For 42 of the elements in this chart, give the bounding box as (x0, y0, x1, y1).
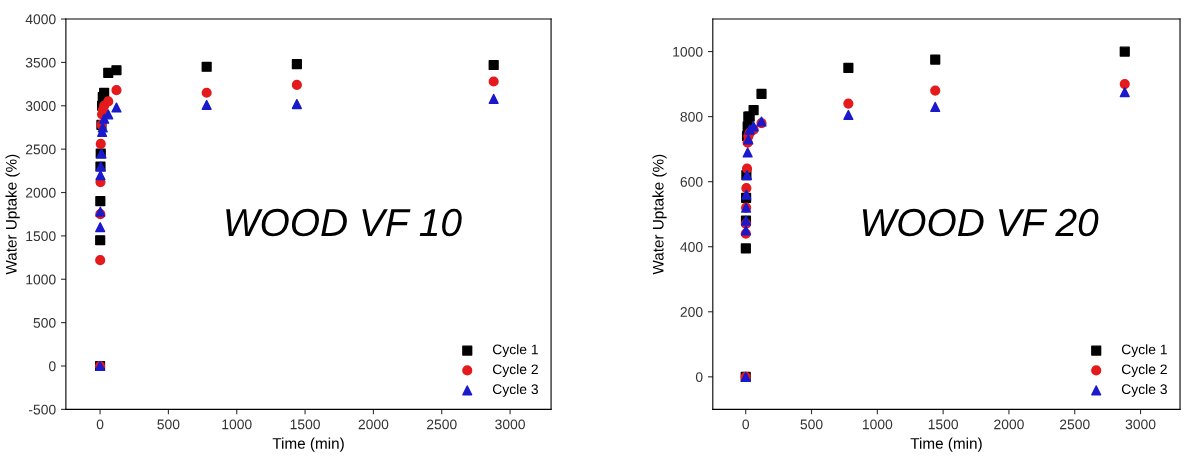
y-tick-label: 0 (48, 361, 56, 372)
x-tick-label: 0 (742, 419, 750, 430)
x-tick-label: 3000 (495, 419, 525, 430)
y-tick-label: 4000 (25, 14, 56, 25)
y-tick-label: 3000 (25, 101, 56, 111)
x-tick-label: 1500 (290, 419, 320, 430)
x-tick-label: 1000 (222, 419, 252, 430)
y-tick-label: 0 (695, 372, 703, 382)
legend-label: Cycle 3 (1121, 383, 1167, 397)
annotation: WOOD VF 10 (226, 208, 462, 237)
legend-label: Cycle 1 (1121, 344, 1167, 358)
x-tick-label: 1500 (928, 419, 959, 430)
y-tick-label: 3500 (25, 57, 56, 68)
y-tick-label: 400 (680, 242, 703, 252)
y-tick-label: 1500 (26, 231, 56, 242)
legend-label: Cycle 2 (492, 364, 538, 377)
x-tick-label: 2000 (994, 419, 1024, 430)
y-axis-title: Water Uptake (%) (5, 154, 20, 275)
legend-label: Cycle 3 (492, 383, 538, 397)
y-tick-label: 800 (680, 111, 703, 122)
x-axis-title: Time (min) (910, 437, 982, 452)
x-axis-title: Time (min) (272, 437, 344, 452)
y-axis-title: Water Uptake (%) (652, 154, 667, 275)
legend-label: Cycle 1 (492, 344, 538, 358)
x-tick-label: 500 (800, 419, 823, 430)
y-tick-label: 1000 (26, 274, 56, 285)
annotation: WOOD VF 20 (862, 208, 1099, 237)
x-tick-label: 3000 (1125, 419, 1156, 430)
legend-label: Cycle 2 (1121, 364, 1167, 377)
x-tick-label: 2500 (426, 419, 457, 430)
x-tick-label: 0 (96, 419, 104, 430)
y-tick-label: 200 (680, 307, 703, 317)
x-tick-label: 2000 (358, 419, 389, 430)
y-tick-label: 600 (680, 177, 703, 187)
y-tick-label: 2500 (25, 144, 56, 155)
y-tick-label: 2000 (25, 187, 56, 198)
y-tick-label: 1000 (673, 46, 703, 57)
x-tick-label: 2500 (1059, 419, 1090, 430)
y-tick-label: 500 (33, 317, 56, 328)
x-tick-label: 500 (157, 419, 180, 430)
y-tick-label: -500 (28, 404, 56, 415)
x-tick-label: 1000 (862, 419, 893, 430)
